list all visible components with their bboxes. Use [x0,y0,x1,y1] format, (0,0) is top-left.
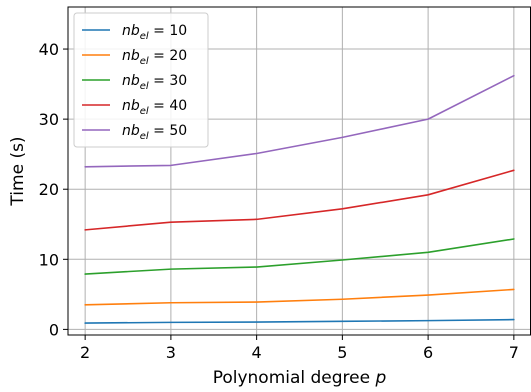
legend-label-subscript: el [140,56,149,67]
legend-item: nbel = 40 [82,98,187,117]
x-tick-label: 5 [337,343,347,362]
legend-label-subscript: el [140,106,149,117]
series-line [84,238,515,275]
x-tick-label: 7 [509,343,519,362]
y-tick-label: 30 [39,110,59,129]
legend-label-value: = 30 [149,73,187,89]
series-line [84,288,515,306]
legend-label: nbel = 20 [122,48,187,67]
series-layer [84,74,515,324]
x-tick-label: 6 [423,343,433,362]
y-axis: 0 10 20 30 40 [39,40,68,339]
y-tick-label: 40 [39,40,59,59]
legend-label-subscript: el [140,131,149,142]
y-tick-label: 10 [39,250,59,269]
legend-item: nbel = 30 [82,73,187,92]
legend-label: nbel = 50 [122,123,187,142]
series-line [84,74,515,168]
legend-label-variable: nb [122,23,140,39]
series-line [84,169,515,231]
legend-label-value: = 50 [149,123,187,139]
legend-label: nbel = 40 [122,98,187,117]
x-axis-label: Polynomial degree p [213,368,387,388]
x-axis-label-variable: p [375,368,387,388]
y-tick-label: 20 [39,180,59,199]
legend-label-subscript: el [140,31,149,42]
legend-label: nbel = 10 [122,23,187,42]
series-line [84,318,515,324]
legend-label-variable: nb [122,123,140,139]
legend-label-value: = 20 [149,48,187,64]
legend-label-value: = 40 [149,98,187,114]
legend-label-variable: nb [122,48,140,64]
legend-item: nbel = 10 [82,23,187,42]
legend-item: nbel = 50 [82,123,187,142]
legend-label-variable: nb [122,98,140,114]
x-tick-label: 4 [252,343,262,362]
legend-item: nbel = 20 [82,48,187,67]
x-tick-label: 3 [166,343,176,362]
x-axis-label-text: Polynomial degree [213,368,376,388]
x-axis: 2 3 4 5 6 7 [80,335,519,362]
legend-label-subscript: el [140,81,149,92]
legend-label-variable: nb [122,73,140,89]
y-tick-label: 0 [49,320,59,339]
y-axis-label: Time (s) [8,136,28,206]
x-tick-label: 2 [80,343,90,362]
legend-box [73,12,209,148]
legend-label: nbel = 30 [122,73,187,92]
legend-label-value: = 10 [149,23,187,39]
